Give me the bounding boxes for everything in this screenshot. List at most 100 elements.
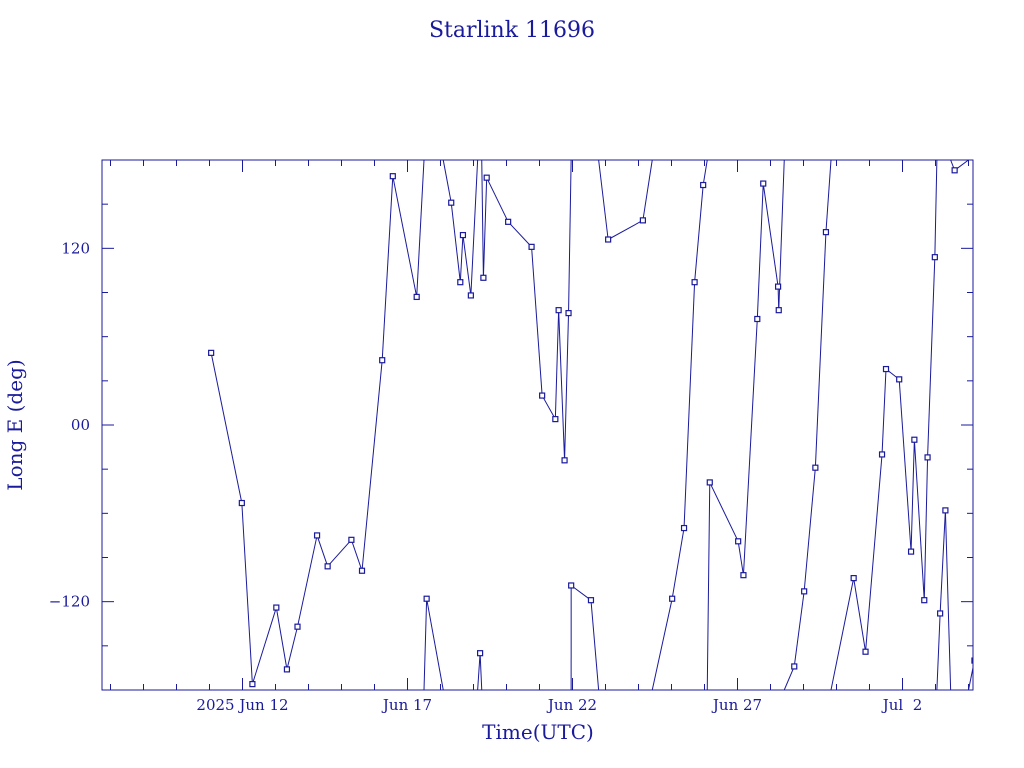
series-line-segment	[793, 591, 805, 667]
series-line-segment	[968, 665, 973, 690]
y-tick-label: 120	[61, 239, 90, 257]
data-point-marker	[238, 499, 245, 507]
series-line-segment	[985, 160, 991, 163]
data-point-marker	[208, 349, 215, 356]
data-layer	[208, 160, 991, 690]
series-line-segment	[541, 395, 556, 420]
series-line-segment	[974, 584, 981, 661]
series-line-segment	[286, 626, 298, 670]
data-point-marker	[937, 610, 944, 617]
series-line-segment	[477, 653, 481, 690]
series-line-segment	[742, 318, 758, 576]
data-point-marker	[706, 479, 713, 486]
series-line-segment	[927, 257, 936, 458]
x-tick-label: Jun 27	[711, 696, 762, 714]
data-point-marker	[878, 451, 886, 458]
data-point-marker	[735, 538, 742, 545]
data-point-marker	[921, 597, 928, 604]
data-point-marker	[822, 229, 830, 236]
series-line-segment	[923, 457, 929, 601]
data-point-marker	[931, 254, 938, 261]
data-point-marker	[971, 657, 973, 664]
data-point-marker	[539, 392, 546, 399]
data-point-marker	[249, 681, 256, 688]
data-point-marker	[565, 310, 572, 317]
y-tick-label: 00	[71, 416, 90, 434]
data-point-marker	[459, 231, 467, 239]
data-point-marker	[680, 524, 688, 532]
data-point-marker	[791, 663, 798, 670]
data-point-marker	[605, 236, 612, 243]
series-line-segment	[651, 598, 673, 690]
data-point-marker	[691, 279, 698, 286]
data-point-marker	[528, 243, 535, 250]
data-point-marker	[448, 199, 455, 206]
series-line-segment	[462, 235, 472, 296]
data-point-marker	[979, 582, 984, 587]
series-line-segment	[881, 369, 887, 455]
x-tick-label: Jun 22	[546, 696, 597, 714]
series-line-segment	[327, 539, 352, 567]
series-line-segment	[671, 527, 685, 599]
data-point-marker	[568, 582, 575, 589]
series-line-segment	[607, 219, 644, 240]
series-line-segment	[598, 160, 609, 240]
data-point-marker	[480, 274, 487, 281]
data-point-marker	[555, 307, 562, 314]
series-line-segment	[564, 313, 570, 461]
series-line-segment	[416, 160, 425, 297]
data-point-marker	[911, 436, 918, 443]
series-line-segment	[898, 379, 912, 552]
series-line-segment	[479, 653, 483, 690]
data-point-marker	[951, 167, 958, 174]
data-point-marker	[483, 174, 490, 181]
series-line-segment	[554, 310, 560, 420]
series-line-segment	[570, 585, 592, 601]
series-line-segment	[830, 578, 855, 690]
data-point-marker	[740, 572, 747, 579]
y-axis-label: Long E (deg)	[3, 359, 27, 490]
series-line-segment	[507, 221, 532, 248]
series-line-segment	[275, 607, 288, 670]
series-line-segment	[737, 541, 744, 576]
series-line-segment	[762, 183, 779, 287]
series-line-segment	[241, 503, 253, 685]
series-line-segment	[709, 482, 739, 542]
series-line-segment	[392, 176, 418, 298]
data-point-marker	[413, 293, 420, 301]
series-line-segment	[481, 160, 484, 278]
plot-frame	[101, 159, 974, 691]
data-point-marker	[379, 357, 386, 364]
data-point-marker	[423, 595, 430, 602]
series-line-segment	[470, 160, 479, 296]
data-point-marker	[896, 376, 903, 383]
data-point-marker	[812, 464, 819, 471]
data-point-marker	[801, 588, 808, 595]
series-line-segment	[944, 510, 952, 690]
series-line-segment	[442, 160, 452, 203]
series-line-segment	[350, 539, 363, 571]
series-line-segment	[865, 454, 883, 652]
series-line-segment	[590, 600, 600, 690]
series-line-segment	[814, 232, 827, 468]
series-line-segment	[683, 282, 696, 529]
series-line-segment	[381, 176, 394, 361]
data-point-marker	[294, 623, 301, 630]
series-line-segment	[803, 467, 816, 592]
data-point-marker	[348, 536, 355, 543]
series-line-segment	[825, 160, 832, 233]
series-line-segment	[783, 666, 795, 690]
series-line-segment	[531, 246, 543, 396]
data-point-marker	[561, 457, 568, 464]
series-line-segment	[934, 160, 938, 258]
data-point-marker	[552, 416, 559, 423]
data-point-marker	[313, 532, 321, 539]
data-point-marker	[273, 604, 280, 611]
chart-title: Starlink 11696	[429, 18, 595, 43]
x-tick-label: Jun 17	[381, 696, 432, 714]
data-point-marker	[587, 597, 595, 604]
data-point-marker	[942, 507, 949, 514]
series-line-segment	[426, 598, 444, 690]
data-point-marker	[358, 567, 366, 574]
data-point-marker	[505, 218, 512, 225]
